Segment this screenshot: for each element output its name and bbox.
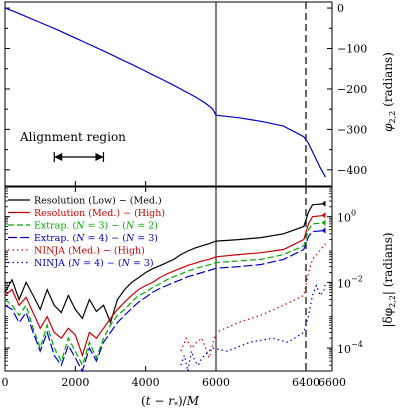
bottom-series-endpoint-1: [321, 212, 326, 219]
legend-label-1: Resolution (Med.) − (High): [34, 208, 165, 219]
alignment-arrowhead-left: [54, 153, 63, 161]
alignment-arrowhead-right: [95, 153, 104, 161]
legend-label-5: NINJA (N = 4) − (N = 3): [34, 258, 154, 269]
top-y-tick-label: −200: [337, 83, 367, 96]
top-y-ticks: 0 −100 −200 −300 −400: [5, 2, 367, 177]
bottom-x-tick-label: 0: [2, 376, 9, 389]
bottom-x-label: (t − r*)/M: [141, 394, 200, 410]
bottom-series-line-3: [4, 229, 326, 373]
bottom-y-ticks: 100 10−2 10−4: [5, 186, 363, 372]
top-series-group: [4, 7, 327, 178]
bottom-x-tick-label: 6600: [318, 376, 346, 389]
alignment-region-arrow: [53, 152, 105, 162]
legend-label-0: Resolution (Low) − (Med.): [34, 196, 162, 207]
bottom-x-tick-label: 2000: [61, 376, 89, 389]
top-x-ticks: [4, 181, 333, 186]
top-y-tick-label: −100: [337, 43, 367, 56]
bottom-series-line-2: [4, 222, 326, 367]
legend-label-4: NINJA (Med.) − (High): [34, 246, 145, 257]
bottom-series-endpoint-2: [321, 219, 326, 226]
legend-label-3: Extrap. (N = 4) − (N = 3): [34, 233, 158, 244]
bottom-plot-frame: [4, 186, 333, 372]
legend-label-2: Extrap. (N = 3) − (N = 2): [34, 221, 158, 232]
bottom-series-line-5: [180, 282, 327, 372]
top-panel: 0 −100 −200 −300 −400 Alignment region φ2,2 …: [4, 1, 397, 187]
bottom-y-label: |δφ2,2| (radians): [381, 232, 397, 327]
top-y-tick-label: −400: [337, 164, 367, 177]
bottom-series-endpoint-3: [321, 227, 326, 234]
bottom-y-tick-label: 10−4: [337, 340, 363, 356]
bottom-x-tick-label: 6400: [292, 376, 320, 389]
legend: Resolution (Low) − (Med.)Resolution (Med…: [8, 196, 165, 269]
bottom-series-line-1: [4, 214, 326, 358]
bottom-series-line-0: [4, 203, 326, 325]
top-phase-line: [4, 7, 327, 178]
alignment-label: Alignment region: [19, 130, 126, 144]
bottom-series-line-4: [180, 243, 326, 360]
bottom-x-tick-label: 4000: [132, 376, 160, 389]
bottom-y-tick-label: 100: [337, 209, 356, 225]
bottom-series-endpoint-0: [321, 200, 326, 207]
top-plot-frame: [4, 1, 333, 187]
bottom-series-group: [4, 200, 327, 373]
bottom-y-tick-label: 10−2: [337, 274, 363, 290]
top-y-tick-label: 0: [337, 2, 344, 15]
top-y-label: φ2,2 (radians): [381, 52, 397, 132]
bottom-x-tick-label: 6000: [202, 376, 230, 389]
top-y-tick-label: −300: [337, 123, 367, 136]
